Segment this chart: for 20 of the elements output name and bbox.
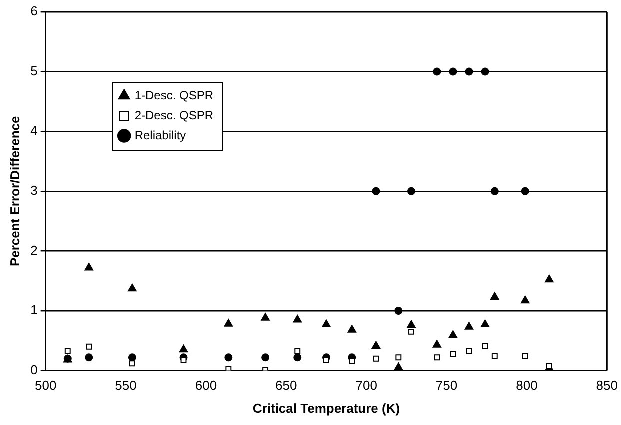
y-tick-label: 3: [30, 182, 38, 198]
x-tick-label: 650: [276, 378, 298, 394]
y-tick-label: 1: [30, 302, 38, 318]
y-tick-label: 2: [30, 242, 38, 258]
x-axis-title: Critical Temperature (K): [252, 400, 400, 416]
legend-label: 2-Desc. QSPR: [134, 108, 214, 122]
x-tick-label: 800: [516, 378, 538, 394]
x-tick-label: 850: [596, 378, 618, 394]
legend-label: Reliability: [134, 128, 186, 142]
legend-label: 1-Desc. QSPR: [134, 88, 214, 102]
y-tick-label: 5: [30, 63, 38, 78]
y-tick-label: 0: [30, 362, 38, 378]
y-tick-label: 6: [30, 4, 38, 19]
x-tick-label: 700: [356, 378, 378, 394]
x-tick-label: 500: [34, 378, 57, 394]
y-tick-label: 4: [30, 123, 38, 138]
y-axis-title: Percent Error/Difference: [7, 116, 22, 267]
x-tick-label: 750: [436, 378, 458, 394]
x-tick-label: 550: [115, 378, 137, 394]
x-tick-label: 600: [195, 378, 218, 394]
